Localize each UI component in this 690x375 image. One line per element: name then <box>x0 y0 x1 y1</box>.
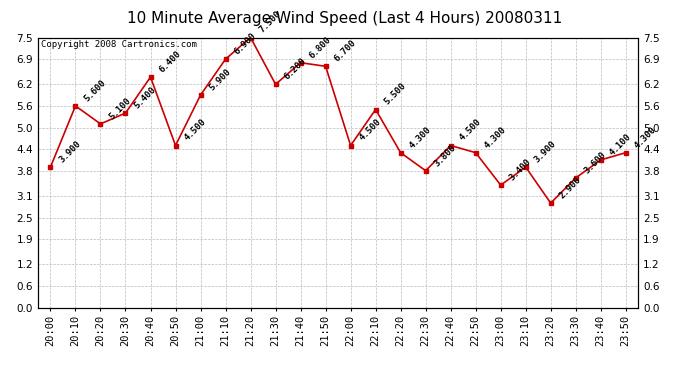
Text: 6.200: 6.200 <box>282 56 308 81</box>
Text: 3.400: 3.400 <box>508 157 533 182</box>
Text: 3.600: 3.600 <box>582 150 608 175</box>
Text: 5.400: 5.400 <box>132 85 158 110</box>
Text: 4.500: 4.500 <box>457 117 483 143</box>
Text: 4.300: 4.300 <box>633 124 658 150</box>
Text: 5.100: 5.100 <box>108 96 132 121</box>
Text: 5.600: 5.600 <box>82 78 108 103</box>
Text: 6.400: 6.400 <box>157 49 183 74</box>
Text: 5.500: 5.500 <box>382 81 408 107</box>
Text: 6.800: 6.800 <box>308 34 333 60</box>
Text: 4.500: 4.500 <box>357 117 383 143</box>
Text: 2.900: 2.900 <box>558 175 583 200</box>
Text: 4.300: 4.300 <box>408 124 433 150</box>
Text: Copyright 2008 Cartronics.com: Copyright 2008 Cartronics.com <box>41 40 197 49</box>
Text: 6.700: 6.700 <box>333 38 358 63</box>
Text: 3.800: 3.800 <box>433 142 458 168</box>
Text: 4.100: 4.100 <box>608 132 633 157</box>
Text: 6.900: 6.900 <box>233 31 258 56</box>
Text: 4.500: 4.500 <box>182 117 208 143</box>
Text: 10 Minute Average Wind Speed (Last 4 Hours) 20080311: 10 Minute Average Wind Speed (Last 4 Hou… <box>128 11 562 26</box>
Text: 7.500: 7.500 <box>257 9 283 35</box>
Text: 3.900: 3.900 <box>57 139 83 164</box>
Text: 5.900: 5.900 <box>208 67 233 92</box>
Text: 4.300: 4.300 <box>482 124 508 150</box>
Text: 3.900: 3.900 <box>533 139 558 164</box>
